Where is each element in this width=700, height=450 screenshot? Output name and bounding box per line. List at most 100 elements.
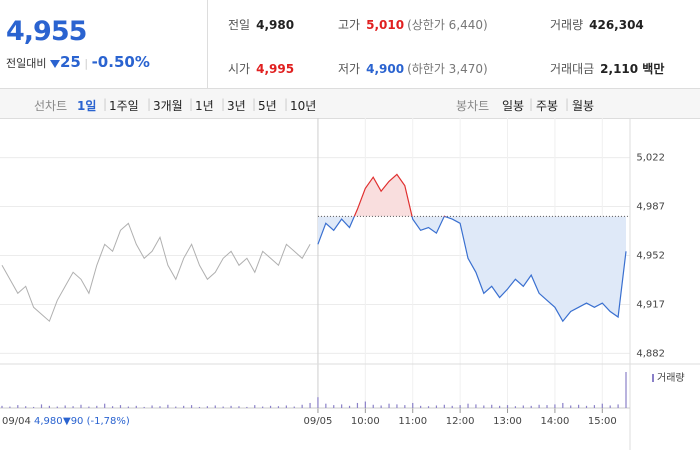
x-tick-label: 10:00: [351, 416, 380, 427]
area-below: [317, 216, 626, 322]
tab[interactable]: 5년: [258, 99, 277, 113]
volume-bar: [372, 404, 374, 408]
volume-bar: [530, 405, 532, 408]
volume-bar: [601, 403, 603, 408]
x-tick-label: 12:00: [446, 416, 475, 427]
tab[interactable]: 1년: [195, 99, 214, 113]
area-above: [317, 174, 626, 217]
volume-bar: [277, 406, 280, 408]
footer-date: 09/04: [2, 416, 31, 427]
quote-label: 시가: [228, 62, 251, 76]
volume-bar: [230, 405, 232, 408]
tab-separator: |: [252, 97, 257, 111]
y-tick-label: 4,952: [636, 251, 665, 262]
tab[interactable]: 1주일: [109, 99, 139, 113]
quote-item: 저가 4,900 (하한가 3,470): [338, 60, 488, 77]
volume-bar: [143, 406, 145, 408]
quote-value: 4,995: [256, 62, 295, 76]
volume-legend: 거래량: [657, 372, 685, 384]
x-tick-label: 13:00: [493, 416, 522, 427]
tab[interactable]: 10년: [290, 99, 317, 113]
volume-bar: [467, 403, 469, 408]
tab[interactable]: 월봉: [572, 99, 595, 113]
volume-bar: [175, 406, 177, 408]
volume-bar: [443, 404, 445, 408]
volume-bar: [578, 404, 580, 408]
tab-bar: 선차트 1일 1주일 | 3개월 | 1년 | 3년 | 5년 | 10년 | 봉차트 일봉 주봉 | 월봉 |: [0, 89, 700, 119]
down-icon: [49, 60, 60, 68]
volume-bar: [17, 405, 19, 408]
quote-value: 2,110 백만: [600, 62, 665, 76]
volume-bar: [190, 405, 193, 408]
volume-bar: [56, 406, 58, 408]
volume-bar: [206, 406, 208, 408]
volume-bar: [546, 405, 548, 408]
volume-bar: [64, 405, 66, 408]
volume-bar: [412, 402, 414, 408]
volume-bar: [570, 405, 572, 408]
volume-bar: [88, 406, 90, 408]
volume-bar: [1, 405, 3, 408]
quote-item: 거래량 426,304: [550, 16, 644, 33]
y-tick-label: 4,882: [636, 348, 665, 359]
volume-bar: [562, 402, 564, 408]
quote-item: 전일 4,980: [228, 16, 294, 33]
tab-separator: |: [103, 97, 108, 111]
price-box: 4,955 전일대비 25 | -0.50%: [0, 0, 208, 88]
volume-bar: [593, 405, 596, 408]
volume-bar: [522, 405, 524, 408]
tab-separator: |: [529, 97, 534, 111]
quote-item: 고가 5,010 (상한가 6,440): [338, 16, 488, 33]
volume-bar: [499, 405, 501, 408]
change-label: 전일대비: [6, 57, 47, 70]
change-amount: 25: [59, 53, 81, 71]
chart: 5,022 4,987 4,952 4,917 4,882 09/05 10:00 11:00…: [0, 118, 700, 450]
quote-item: 거래대금 2,110 백만: [550, 60, 664, 77]
volume-bar: [309, 402, 311, 408]
volume-legend-swatch: [652, 374, 654, 382]
volume-bar: [214, 405, 216, 408]
volume-bar: [285, 405, 287, 408]
tab[interactable]: 일봉: [502, 99, 525, 113]
volume-bar: [167, 404, 169, 408]
volume-bar: [104, 403, 106, 408]
volume-bar: [333, 405, 335, 408]
change: 전일대비 25 | -0.50%: [6, 53, 150, 71]
quote-value: 426,304: [589, 18, 644, 32]
volume-bar: [32, 406, 35, 408]
quote-label: 저가: [338, 62, 361, 76]
volume-bar: [491, 404, 493, 408]
volume-bar: [451, 405, 453, 408]
volume-bar: [80, 404, 82, 408]
tab-separator: |: [565, 97, 570, 111]
x-tick-label: 14:00: [540, 416, 569, 427]
volume-bar: [396, 404, 398, 408]
volume-bar: [111, 406, 114, 408]
volume-bar: [25, 406, 27, 408]
volume-bar: [183, 405, 185, 408]
volume-bar: [435, 405, 438, 408]
volume-bar: [151, 405, 153, 408]
volume-bar: [364, 401, 366, 408]
volume-bar: [554, 404, 556, 408]
volume-bar: [506, 405, 509, 408]
volume-bar: [538, 404, 540, 408]
price-line-up: [353, 173, 447, 217]
tab[interactable]: 3개월: [153, 99, 183, 113]
footer-price: 4,980: [34, 416, 63, 427]
volume-bar: [9, 406, 11, 408]
quote-value: 4,980: [256, 18, 295, 32]
volume-bar: [262, 406, 264, 408]
volume-bar: [246, 406, 248, 408]
tab[interactable]: 1일: [77, 99, 97, 113]
volume-bar: [475, 404, 477, 408]
volume-bar: [356, 402, 359, 408]
tab-separator: |: [147, 97, 152, 111]
tab[interactable]: 주봉: [536, 99, 559, 113]
tab-group-label: 봉차트: [456, 99, 490, 113]
volume-bar: [625, 372, 627, 408]
tab[interactable]: 3년: [227, 99, 246, 113]
volume-bar: [135, 405, 137, 408]
volume-bar: [48, 405, 50, 408]
change-rate: -0.50%: [91, 53, 150, 71]
